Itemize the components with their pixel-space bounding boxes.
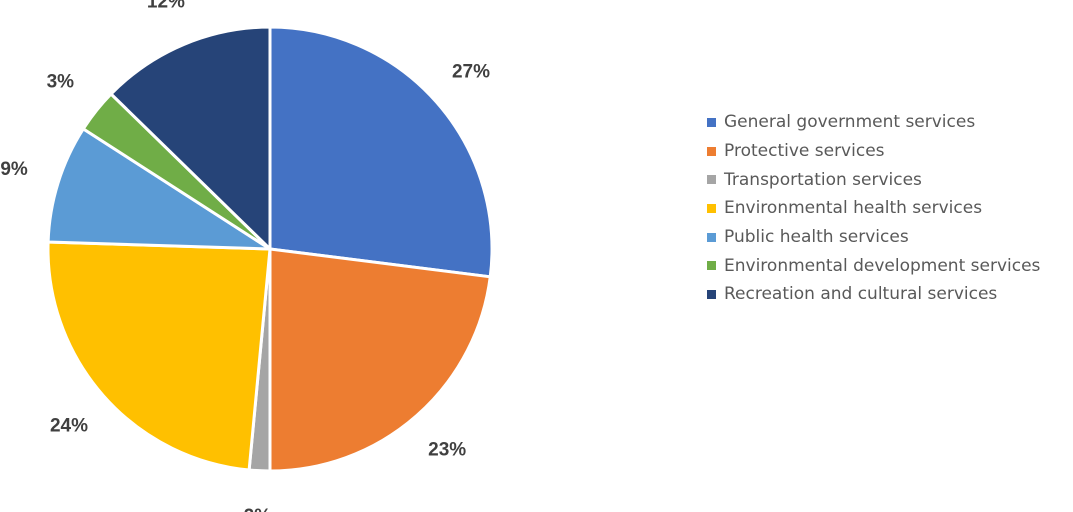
legend-label: General government services <box>724 112 976 133</box>
legend-label: Environmental health services <box>724 198 983 219</box>
data-label-protective-services: 23% <box>428 440 466 461</box>
legend-item-protective-services: Protective services <box>707 137 1040 166</box>
legend-swatch <box>707 146 716 156</box>
legend-label: Environmental development services <box>724 255 1041 276</box>
pie-slice-environmental-health-services <box>46 240 272 472</box>
pie-slice-protective-services <box>268 247 492 473</box>
data-label-environmental-development-services: 3% <box>47 72 75 93</box>
pie-data-labels: 27% 23% 2% 24% 9% 3% 12% <box>0 0 490 512</box>
data-label-public-health-services: 9% <box>0 159 28 180</box>
legend-swatch <box>707 117 716 127</box>
legend-item-transportation-services: Transportation services <box>707 165 1040 194</box>
legend-item-recreation-and-cultural-services: Recreation and cultural services <box>707 280 1040 309</box>
data-label-environmental-health-services: 24% <box>50 416 88 437</box>
legend-item-environmental-development-services: Environmental development services <box>707 251 1040 280</box>
pie-slices <box>46 25 494 473</box>
pie-slice-recreation-and-cultural-services <box>109 25 272 251</box>
legend-swatch <box>707 261 716 271</box>
legend-label: Recreation and cultural services <box>724 284 998 305</box>
legend-label: Public health services <box>724 227 909 248</box>
legend-swatch <box>707 289 716 299</box>
legend-swatch <box>707 203 716 213</box>
legend-item-general-government-services: General government services <box>707 108 1040 137</box>
chart-legend: General government services Protective se… <box>707 108 1040 309</box>
legend-label: Protective services <box>724 141 885 162</box>
pie-slice-public-health-services <box>46 127 272 251</box>
legend-item-public-health-services: Public health services <box>707 223 1040 252</box>
data-label-transportation-services: 2% <box>244 506 272 512</box>
pie-slice-general-government-services <box>268 25 494 279</box>
legend-swatch <box>707 232 716 242</box>
legend-swatch <box>707 175 716 185</box>
legend-item-environmental-health-services: Environmental health services <box>707 194 1040 223</box>
data-label-recreation-and-cultural-services: 12% <box>147 0 185 13</box>
legend-label: Transportation services <box>724 169 922 190</box>
data-label-general-government-services: 27% <box>452 61 490 82</box>
